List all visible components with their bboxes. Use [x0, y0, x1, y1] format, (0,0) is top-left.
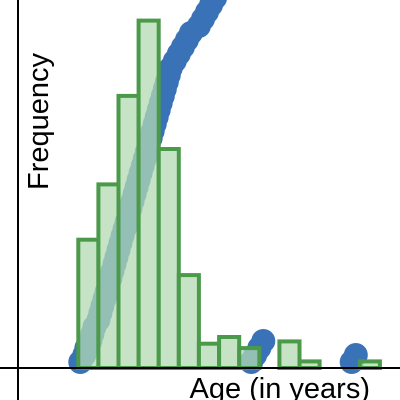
x-axis-label: Age (in years) — [189, 373, 370, 400]
histogram-bar — [136, 18, 161, 370]
histogram-bar — [96, 182, 121, 370]
histogram-bar — [237, 346, 262, 371]
histogram-bars-layer — [76, 18, 382, 371]
histogram-bar — [277, 339, 302, 370]
histogram-bar — [176, 273, 201, 371]
histogram-bar — [196, 341, 221, 371]
histogram-bar — [76, 237, 101, 370]
histogram-bar — [156, 147, 181, 370]
data-point — [211, 0, 228, 3]
histogram-bar — [116, 93, 141, 371]
y-axis-label: Frequency — [23, 52, 55, 190]
histogram-bar — [217, 335, 242, 370]
